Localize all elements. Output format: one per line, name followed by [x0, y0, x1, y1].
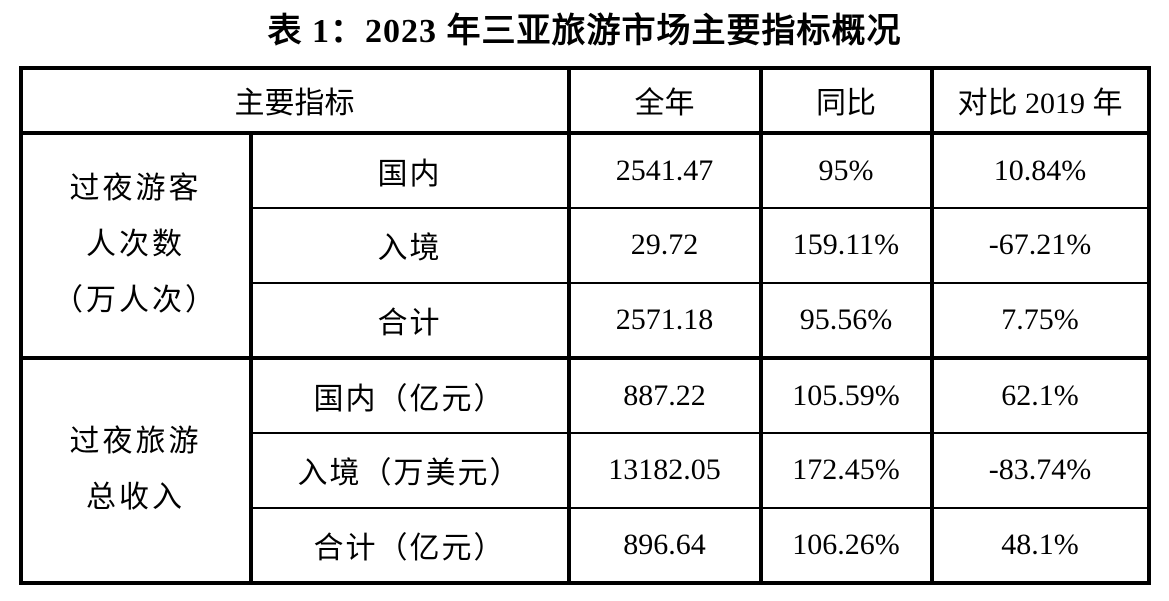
cell-visitors-domestic-vs-2019: 10.84%	[929, 130, 1151, 209]
table-row-visitors-inbound: 入境 29.72 159.11% -67.21%	[21, 206, 1151, 284]
cell-revenue-total-category: 合计（亿元）	[248, 506, 571, 584]
cell-revenue-total-yoy: 106.26%	[758, 506, 934, 584]
cell-visitors-total-full-year: 2571.18	[566, 281, 763, 359]
group-label-line: 总收入	[86, 481, 185, 515]
table-row-revenue-inbound: 入境（万美元） 13182.05 172.45% -83.74%	[21, 431, 1151, 509]
header-yoy: 同比	[758, 65, 934, 135]
cell-visitors-total-yoy: 95.56%	[758, 281, 934, 359]
group-label-overnight-revenue: 过夜旅游 总收入	[18, 355, 253, 584]
cell-visitors-inbound-full-year: 29.72	[566, 206, 763, 284]
indicators-table: 主要指标 全年 同比 对比 2019 年 过夜游客 人次数 （万人次） 国内 2…	[18, 65, 1151, 585]
table-row-revenue-total: 合计（亿元） 896.64 106.26% 48.1%	[21, 506, 1151, 584]
group-label-line: 过夜旅游	[69, 425, 202, 459]
cell-visitors-inbound-category: 入境	[248, 206, 571, 284]
table-row-visitors-total: 合计 2571.18 95.56% 7.75%	[21, 281, 1151, 359]
group-label-line: 过夜游客	[69, 172, 202, 206]
table-title: 表 1：2023 年三亚旅游市场主要指标概况	[267, 13, 902, 50]
group-label-line: 人次数	[86, 228, 185, 262]
cell-visitors-domestic-full-year: 2541.47	[566, 130, 763, 209]
group-label-line: （万人次）	[53, 284, 218, 318]
table-row-visitors-domestic: 过夜游客 人次数 （万人次） 国内 2541.47 95% 10.84%	[18, 130, 1151, 359]
header-row: 主要指标 全年 同比 对比 2019 年	[18, 65, 1151, 135]
table-row-revenue-domestic: 过夜旅游 总收入 国内（亿元） 887.22 105.59% 62.1%	[18, 355, 1151, 584]
cell-visitors-domestic-yoy: 95%	[758, 130, 934, 209]
cell-visitors-domestic-category: 国内	[248, 130, 571, 209]
cell-revenue-inbound-yoy: 172.45%	[758, 431, 934, 509]
cell-revenue-total-vs-2019: 48.1%	[929, 506, 1151, 584]
cell-revenue-inbound-category: 入境（万美元）	[248, 431, 571, 509]
cell-visitors-inbound-vs-2019: -67.21%	[929, 206, 1151, 284]
header-indicator: 主要指标	[18, 65, 571, 135]
cell-visitors-inbound-yoy: 159.11%	[758, 206, 934, 284]
cell-visitors-total-vs-2019: 7.75%	[929, 281, 1151, 359]
header-full-year: 全年	[566, 65, 763, 135]
cell-revenue-domestic-vs-2019: 62.1%	[929, 355, 1151, 434]
cell-revenue-total-full-year: 896.64	[566, 506, 763, 584]
cell-revenue-domestic-yoy: 105.59%	[758, 355, 934, 434]
cell-revenue-domestic-category: 国内（亿元）	[248, 355, 571, 434]
cell-revenue-inbound-vs-2019: -83.74%	[929, 431, 1151, 509]
cell-revenue-domestic-full-year: 887.22	[566, 355, 763, 434]
cell-visitors-total-category: 合计	[248, 281, 571, 359]
header-vs-2019: 对比 2019 年	[929, 65, 1151, 135]
group-label-overnight-visitors: 过夜游客 人次数 （万人次）	[18, 130, 253, 359]
cell-revenue-inbound-full-year: 13182.05	[566, 431, 763, 509]
